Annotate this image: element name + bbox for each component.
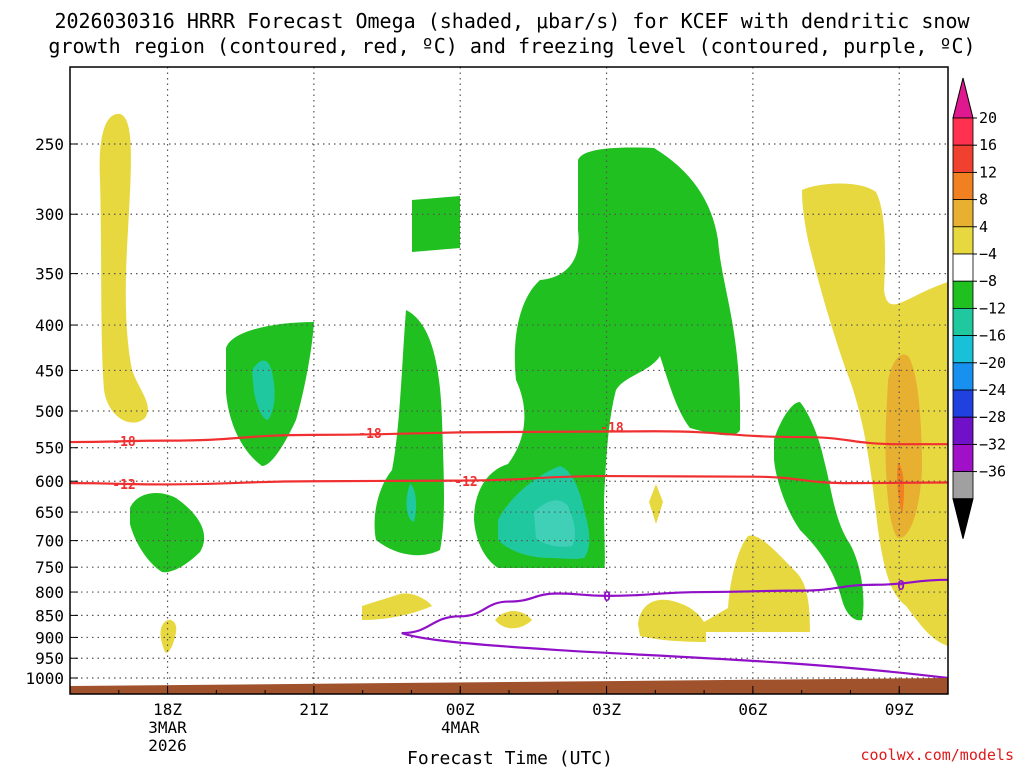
omega-region-yellow-mid-2 — [495, 611, 532, 629]
omega-region-yellow-small-mid — [649, 484, 663, 524]
colorbar-label-1: 16 — [979, 136, 997, 154]
y-tick-label-900: 900 — [35, 628, 64, 647]
y-tick-label-850: 850 — [35, 606, 64, 625]
colorbar-swatch-0 — [952, 117, 974, 146]
colorbar-swatch-1 — [952, 144, 974, 173]
colorbar-label-11: −28 — [979, 408, 1006, 426]
y-tick-label-400: 400 — [35, 316, 64, 335]
y-tick-label-550: 550 — [35, 439, 64, 458]
colorbar: 20 16 12 8 4 −4 −8 −12 −16 −20 −24 −28 −32 −36 — [952, 77, 1006, 539]
y-tick-label-450: 450 — [35, 361, 64, 380]
colorbar-label-0: 20 — [979, 109, 997, 127]
colorbar-label-9: −20 — [979, 354, 1006, 372]
x-tick-label-2-0: 00Z — [446, 700, 475, 719]
y-tick-label-250: 250 — [35, 135, 64, 154]
colorbar-label-2: 12 — [979, 163, 997, 181]
x-tick-label-0-0: 18Z — [153, 700, 182, 719]
y-tick-label-500: 500 — [35, 402, 64, 421]
y-tick-label-800: 800 — [35, 583, 64, 602]
contour-labels: -18 -18 -18 -12 -12 0 0 — [112, 421, 905, 605]
x-axis-label: Forecast Time (UTC) — [407, 748, 613, 768]
colorbar-swatch-4 — [952, 226, 974, 255]
colorbar-swatch-7 — [952, 307, 974, 336]
contour-label-zero-b: 0 — [897, 579, 905, 594]
colorbar-swatch-13 — [952, 471, 974, 500]
colorbar-label-3: 8 — [979, 191, 988, 209]
x-tick-label-3-0: 03Z — [592, 700, 621, 719]
x-tick-label-4-0: 06Z — [738, 700, 767, 719]
colorbar-label-4: 4 — [979, 218, 988, 236]
omega-region-yellow-upper-left — [99, 113, 148, 423]
contour-label-minus12-a: -12 — [112, 478, 135, 493]
contour-label-minus18-c: -18 — [600, 421, 624, 436]
omega-region-teal-narrow — [406, 484, 417, 522]
omega-region-green-right — [774, 402, 864, 621]
contour-label-minus12-b: -12 — [454, 475, 477, 490]
colorbar-swatch-9 — [952, 362, 974, 391]
colorbar-top-arrow — [952, 77, 974, 119]
contour-label-zero-a: 0 — [603, 590, 611, 605]
omega-region-yellow-right — [802, 183, 948, 646]
contour-line-2 — [401, 578, 949, 635]
colorbar-swatch-12 — [952, 443, 974, 472]
colorbar-swatch-2 — [952, 171, 974, 200]
chart-title-line2: growth region (contoured, red, ºC) and f… — [48, 34, 975, 58]
omega-region-yellow-mid-1 — [362, 593, 432, 620]
omega-region-orange-right — [885, 354, 922, 539]
colorbar-swatch-8 — [952, 335, 974, 364]
x-tick-label-5-0: 09Z — [885, 700, 914, 719]
omega-region-green-lower-left — [130, 493, 205, 573]
y-tick-label-700: 700 — [35, 532, 64, 551]
colorbar-label-13: −36 — [979, 463, 1006, 481]
omega-region-green-big — [474, 147, 741, 568]
x-tick-label-2-1: 4MAR — [441, 718, 480, 737]
contour-line-1 — [69, 474, 949, 486]
colorbar-bottom-arrow — [952, 498, 974, 539]
temperature-contours — [69, 430, 949, 680]
contour-line-freezing-lower — [401, 632, 949, 680]
plot-area — [70, 67, 948, 694]
colorbar-label-8: −16 — [979, 327, 1006, 345]
x-tick-label-1-0: 21Z — [299, 700, 328, 719]
terrain-strip — [70, 678, 948, 694]
y-tick-label-650: 650 — [35, 503, 64, 522]
colorbar-swatch-10 — [952, 389, 974, 418]
y-tick-label-300: 300 — [35, 205, 64, 224]
chart-title-line1: 2026030316 HRRR Forecast Omega (shaded, … — [54, 9, 970, 33]
colorbar-label-6: −8 — [979, 272, 997, 290]
colorbar-label-5: −4 — [979, 245, 997, 263]
contour-line-0 — [69, 430, 948, 446]
colorbar-swatch-6 — [952, 280, 974, 309]
grid — [70, 67, 948, 694]
colorbar-label-10: −24 — [979, 381, 1006, 399]
contour-label-minus18-a: -18 — [112, 435, 136, 450]
x-tick-label-0-1: 3MAR — [148, 718, 187, 737]
y-tick-label-350: 350 — [35, 265, 64, 284]
credit-text: coolwx.com/models — [860, 746, 1014, 764]
y-tick-label-1000: 1000 — [25, 669, 64, 688]
y-axis: 250 300 350 400 450 500 550 600 650 700 750 800 850 9… — [25, 135, 78, 688]
y-tick-label-600: 600 — [35, 472, 64, 491]
omega-region-green-upper-mid — [412, 196, 460, 252]
y-tick-label-950: 950 — [35, 649, 64, 668]
y-tick-label-750: 750 — [35, 558, 64, 577]
colorbar-swatch-5 — [952, 253, 974, 282]
contour-label-minus18-b: -18 — [358, 427, 382, 442]
colorbar-label-12: −32 — [979, 435, 1006, 453]
colorbar-label-7: −12 — [979, 299, 1006, 317]
colorbar-swatch-11 — [952, 416, 974, 445]
omega-shading — [99, 113, 948, 653]
colorbar-swatch-3 — [952, 199, 974, 228]
omega-region-yellow-small-left — [160, 619, 177, 653]
omega-region-teal-left — [252, 360, 275, 420]
x-tick-label-0-2: 2026 — [148, 736, 187, 755]
